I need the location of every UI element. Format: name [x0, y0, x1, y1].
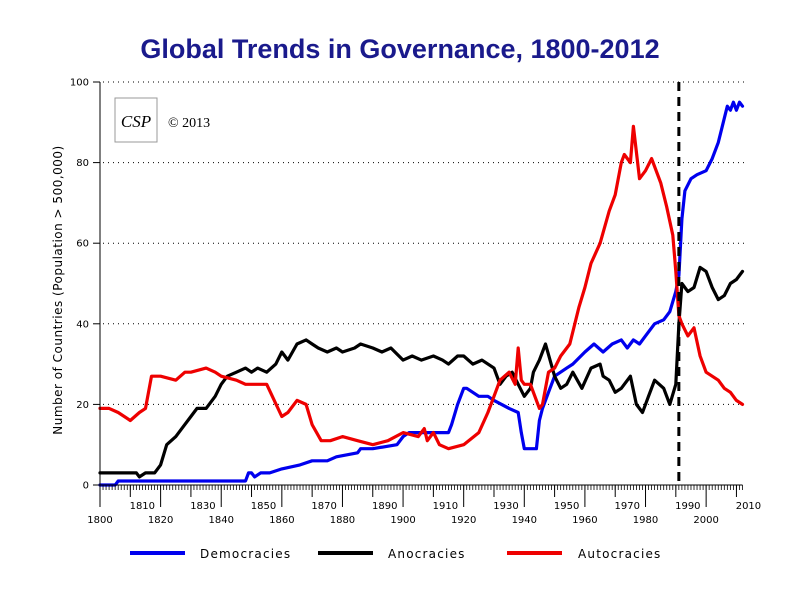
y-tick-label: 40	[76, 319, 89, 330]
x-tick-label: 1940	[512, 515, 537, 526]
series-line-autocracies	[98, 124, 745, 451]
y-tick-label: 80	[76, 158, 89, 169]
x-tick-label: 1860	[269, 515, 294, 526]
series-lines	[98, 100, 745, 487]
x-tick-label: 2000	[693, 515, 718, 526]
x-tick-label: 1880	[330, 515, 355, 526]
x-tick-label: 2010	[736, 501, 761, 512]
x-tick-label: 1950	[554, 501, 579, 512]
x-tick-label: 1970	[614, 501, 639, 512]
legend-label-autocracies: Autocracies	[578, 547, 662, 561]
y-tick-label: 60	[76, 239, 89, 250]
copyright-annotation: © 2013	[168, 116, 210, 131]
y-tick-label: 0	[83, 481, 89, 492]
x-tick-label: 1990	[675, 501, 700, 512]
x-tick-label: 1870	[311, 501, 336, 512]
y-tick-label: 100	[70, 78, 89, 89]
x-tick-label: 1980	[633, 515, 658, 526]
y-axis-label: Number of Countries (Population > 500,00…	[51, 145, 65, 434]
x-tick-label: 1810	[130, 501, 155, 512]
x-tick-label: 1890	[372, 501, 397, 512]
series-line-anocracies	[98, 265, 745, 479]
x-tick-label: 1900	[390, 515, 415, 526]
y-tick-label: 20	[76, 400, 89, 411]
x-tick-label: 1920	[451, 515, 476, 526]
x-tick-label: 1850	[251, 501, 276, 512]
legend: Democracies Anocracies Autocracies	[130, 547, 662, 561]
x-tick-label: 1910	[433, 501, 458, 512]
legend-label-democracies: Democracies	[200, 547, 291, 561]
x-tick-label: 1820	[148, 515, 173, 526]
legend-label-anocracies: Anocracies	[388, 547, 466, 561]
x-tick-label: 1930	[493, 501, 518, 512]
csp-logo: CSP	[114, 97, 158, 143]
logo-text: CSP	[121, 112, 151, 131]
x-tick-label: 1960	[572, 515, 597, 526]
x-tick-label: 1840	[208, 515, 233, 526]
x-tick-label: 1800	[87, 515, 112, 526]
series-line-democracies	[98, 100, 745, 487]
x-tick-label: 1830	[190, 501, 215, 512]
chart-title: Global Trends in Governance, 1800-2012	[140, 34, 660, 64]
axes: 0 20 40 60 80 100 1810 1830 1850 1870 1890 1910 1930…	[70, 78, 761, 527]
